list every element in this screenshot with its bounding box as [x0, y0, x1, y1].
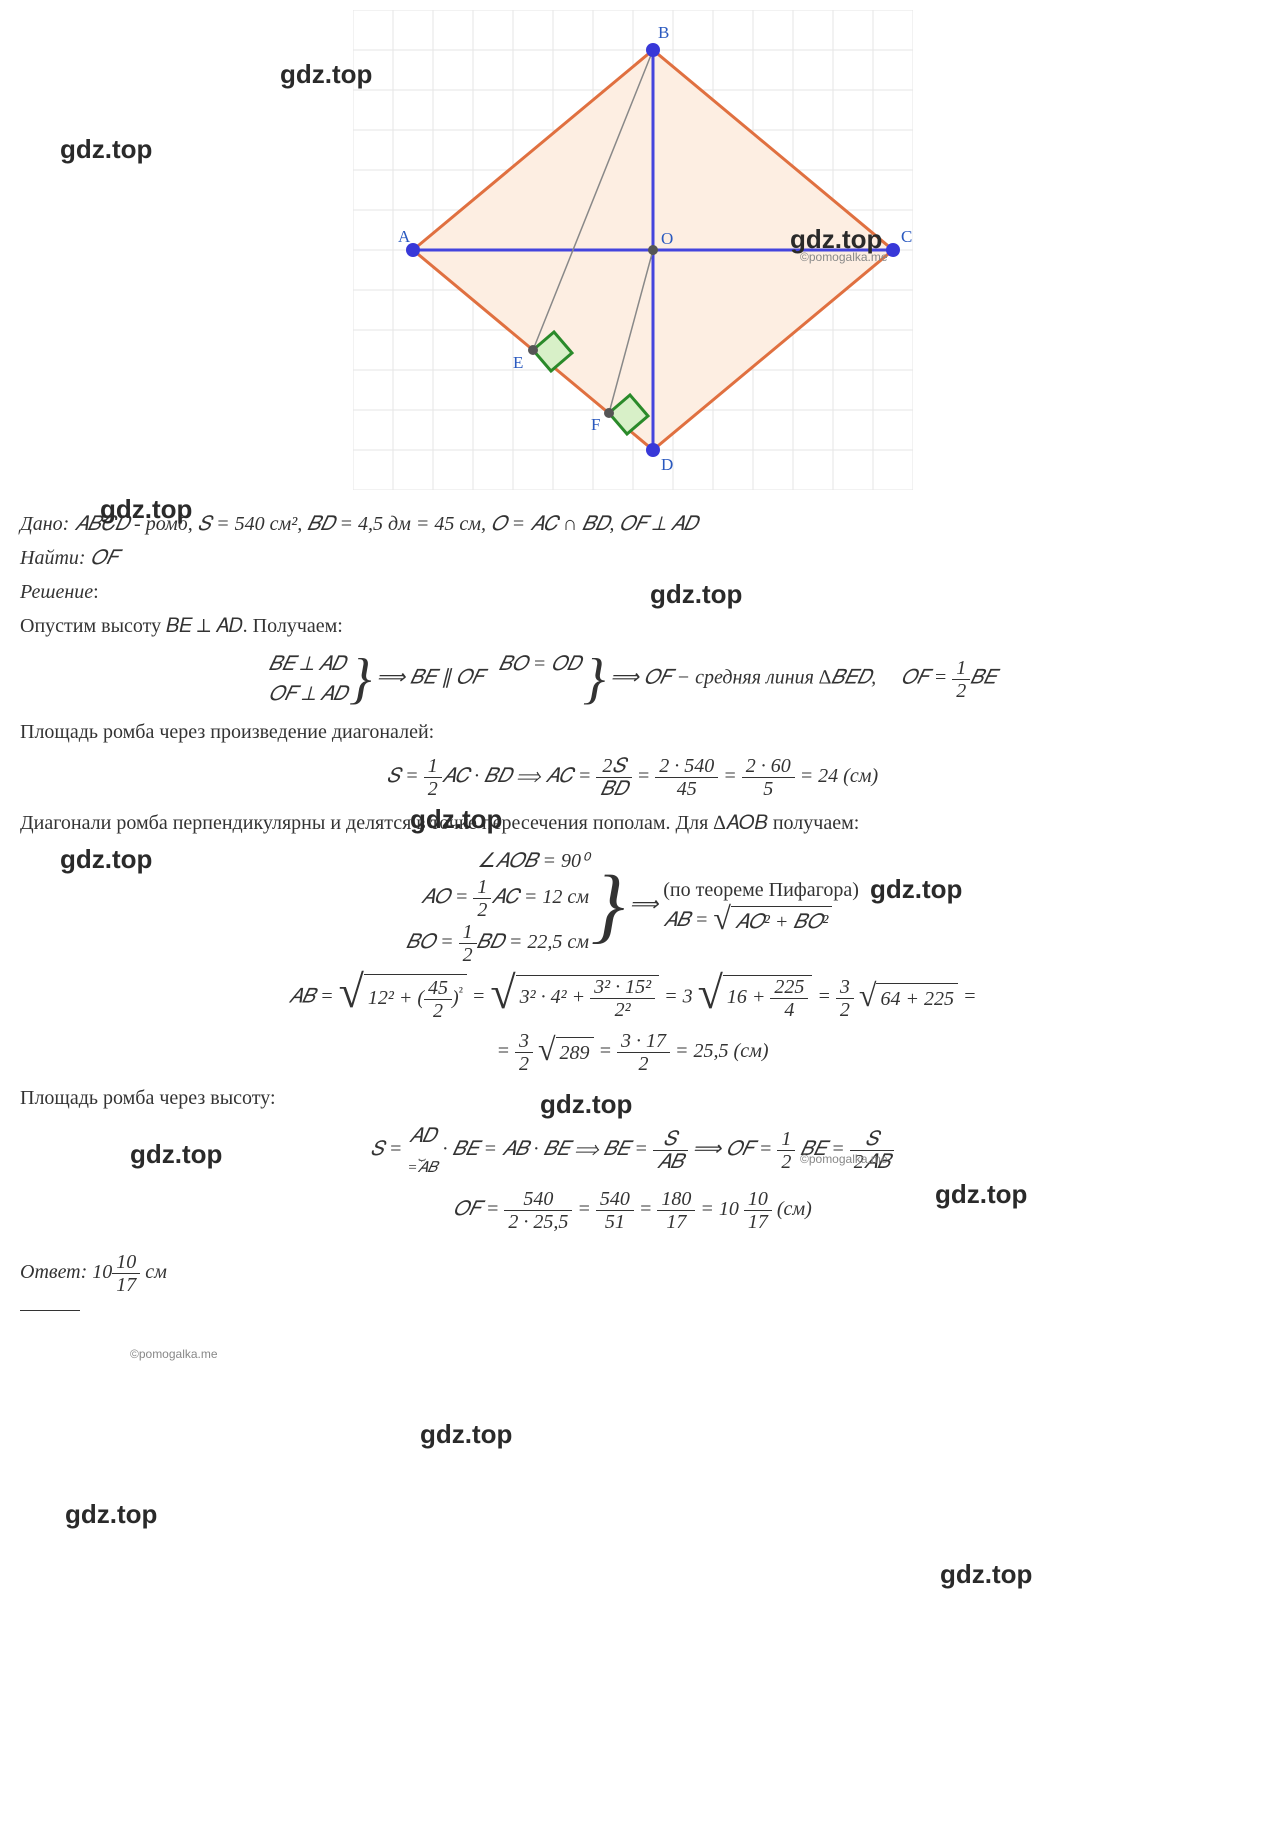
find-label: Найти — [20, 547, 79, 569]
svg-text:O: O — [661, 229, 673, 248]
svg-text:E: E — [513, 353, 523, 372]
copyright-mark: ©pomogalka.me — [130, 1345, 218, 1363]
given-text: : 𝐴𝐵𝐶𝐷 - ромб, 𝑆 = 540 см², 𝐵𝐷 = 4,5 дм … — [63, 513, 698, 535]
solution-label: Решение — [20, 581, 93, 603]
equation-3-line2: = 32 √289 = 3 · 172 = 25,5 (см) — [20, 1030, 1245, 1075]
equation-2: 𝑆 = 12𝐴𝐶 · 𝐵𝐷 ⟹ 𝐴𝐶 = 2𝑆𝐵𝐷 = 2 · 54045 = … — [20, 755, 1245, 800]
brace1-ofeq: 𝑂𝐹 = — [901, 667, 952, 689]
watermark: gdz.top — [420, 1415, 512, 1454]
equation-3-line1: 𝐴𝐵 = √12² + (452)² = √3² · 4² + 3² · 15²… — [20, 974, 1245, 1022]
equation-brace-2: ∠𝐴𝑂𝐵 = 90⁰ 𝐴𝑂 = 12𝐴𝐶 = 12 см 𝐵𝑂 = 12𝐵𝐷 =… — [20, 846, 1245, 966]
solution-label-line: Решение: — [20, 577, 1245, 607]
brace1-l2: 𝑂𝐹 ⊥ 𝐴𝐷 — [269, 683, 347, 705]
svg-text:B: B — [658, 23, 669, 42]
answer-label: Ответ — [20, 1261, 81, 1283]
svg-text:C: C — [901, 227, 912, 246]
find-line: Найти: 𝑂𝐹 — [20, 543, 1245, 573]
step4-text: Площадь ромба через высоту: — [20, 1083, 1245, 1113]
given-label: Дано — [20, 513, 63, 535]
answer-line: Ответ: 101017 см — [20, 1251, 1245, 1296]
given-line: Дано: 𝐴𝐵𝐶𝐷 - ромб, 𝑆 = 540 см², 𝐵𝐷 = 4,5… — [20, 509, 1245, 539]
svg-text:D: D — [661, 455, 673, 474]
svg-text:A: A — [398, 227, 411, 246]
step3-text: Диагонали ромба перпендикулярны и делятс… — [20, 808, 1245, 838]
brace1-r1: ⟹ 𝐵𝐸 ∥ 𝑂𝐹 — [376, 667, 483, 689]
answer-separator — [20, 1310, 80, 1311]
equation-4: 𝑆 = 𝐴𝐷 ⏟ =𝐴𝐵 · 𝐵𝐸 = 𝐴𝐵 · 𝐵𝐸 ⟹ 𝐵𝐸 = 𝑆𝐴𝐵 ⟹… — [20, 1121, 1245, 1180]
rhombus-diagram: A B C D O E F — [353, 10, 913, 490]
brace1-t1: 𝐵𝑂 = 𝑂𝐷 — [499, 653, 581, 675]
equation-5: 𝑂𝐹 = 5402 · 25,5 = 54051 = 18017 = 10 10… — [20, 1188, 1245, 1233]
brace1-out: ⟹ 𝑂𝐹 − средняя линия ∆𝐵𝐸𝐷, — [610, 667, 876, 689]
brace1-l1: 𝐵𝐸 ⊥ 𝐴𝐷 — [269, 653, 346, 675]
svg-text:F: F — [591, 415, 600, 434]
watermark: gdz.top — [65, 1495, 157, 1534]
brace1-be: 𝐵𝐸 — [970, 667, 996, 689]
step2-text: Площадь ромба через произведение диагона… — [20, 717, 1245, 747]
geometry-figure: A B C D O E F — [20, 10, 1245, 499]
equation-brace-1: 𝐵𝐸 ⊥ 𝐴𝐷 𝑂𝐹 ⊥ 𝐴𝐷 } ⟹ 𝐵𝐸 ∥ 𝑂𝐹 𝐵𝑂 = 𝑂𝐷 } ⟹ … — [20, 649, 1245, 709]
step1-text: Опустим высоту 𝐵𝐸 ⊥ 𝐴𝐷. Получаем: — [20, 611, 1245, 641]
watermark: gdz.top — [940, 1555, 1032, 1594]
find-text: : 𝑂𝐹 — [79, 547, 118, 569]
